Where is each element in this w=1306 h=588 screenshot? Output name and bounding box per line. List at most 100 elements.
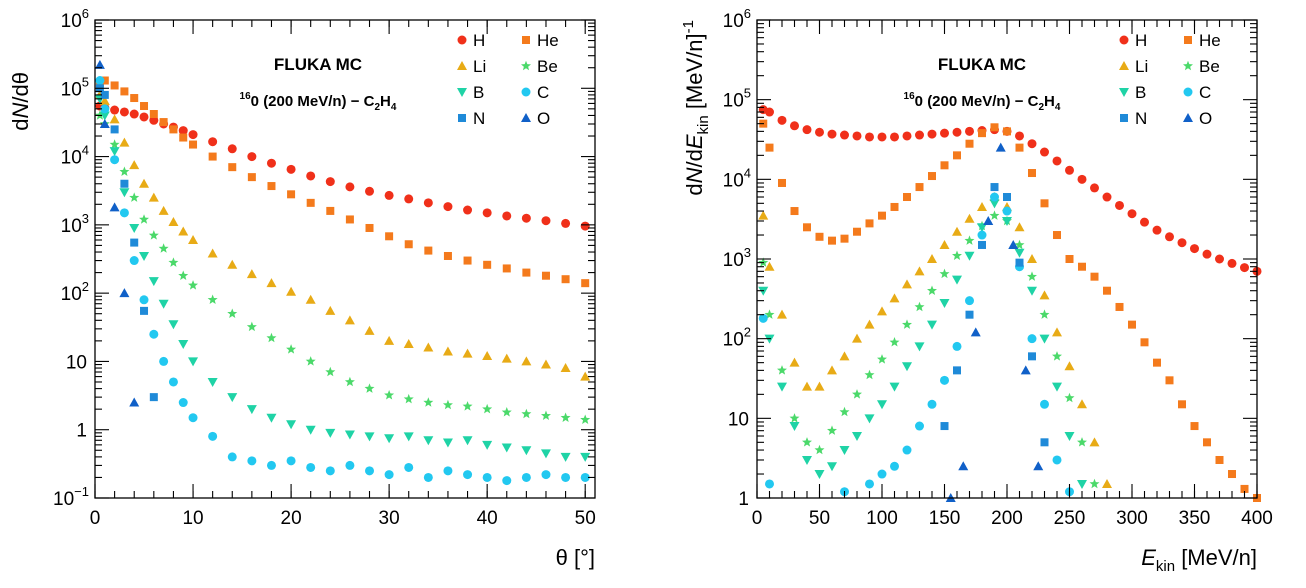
point-Li (129, 160, 140, 170)
point-He (100, 76, 109, 85)
x-tick-label: 30 (379, 508, 400, 529)
point-He (915, 183, 924, 192)
point-N (149, 393, 158, 402)
point-Be (403, 393, 414, 404)
point-Li (99, 96, 110, 106)
point-H (1240, 263, 1249, 273)
point-Li (266, 278, 277, 288)
point-He (287, 190, 296, 199)
point-Li (384, 335, 395, 345)
point-Be (521, 408, 532, 419)
point-H (463, 205, 473, 215)
point-H (852, 131, 862, 141)
point-H (178, 126, 188, 136)
legend-label-N: N (1135, 109, 1147, 128)
point-B (777, 382, 787, 392)
point-Be (1039, 309, 1050, 319)
point-C (765, 479, 774, 489)
point-O (99, 118, 110, 128)
point-B (580, 452, 591, 462)
point-H (482, 208, 492, 218)
point-N (130, 238, 139, 247)
legend-ekin: H He Li Be B C N O (1119, 31, 1221, 128)
point-Be (814, 444, 825, 455)
point-C (159, 356, 169, 366)
point-O (1020, 365, 1031, 375)
legend-label-H: H (1135, 31, 1147, 50)
point-He (404, 240, 413, 249)
point-N (965, 310, 974, 319)
point-H (325, 177, 335, 187)
point-H (1115, 200, 1124, 210)
legend-marker-B (1119, 88, 1129, 97)
point-Li (1039, 290, 1050, 300)
point-H (1052, 156, 1062, 166)
point-N (978, 240, 986, 249)
legend-label-H: H (473, 31, 485, 50)
point-Be (168, 257, 179, 267)
point-B (1077, 479, 1087, 489)
point-He (385, 232, 394, 241)
point-He (803, 223, 811, 232)
point-C (1027, 334, 1037, 344)
point-Li (1027, 254, 1037, 263)
point-He (953, 151, 961, 160)
point-Be (1089, 478, 1100, 489)
legend-marker-O (1183, 113, 1193, 122)
legend-item-O: O (521, 109, 550, 128)
point-H (384, 190, 394, 200)
legend-marker-C (1183, 87, 1193, 97)
legend-item-N: N (458, 109, 485, 128)
point-B (188, 357, 199, 367)
point-Li (1014, 222, 1025, 232)
point-C (521, 472, 531, 482)
point-He (903, 193, 911, 202)
point-Be (1064, 392, 1075, 403)
point-He (1128, 320, 1136, 329)
point-H (1177, 238, 1187, 248)
point-Li (188, 235, 199, 245)
point-C (541, 470, 551, 480)
point-He (878, 211, 886, 220)
point-B (877, 400, 887, 410)
point-He (965, 139, 974, 148)
point-He (463, 256, 472, 265)
point-O (109, 202, 120, 212)
point-C (502, 476, 512, 486)
legend-marker-C (521, 87, 531, 97)
point-B (384, 434, 395, 444)
point-Li (482, 351, 493, 361)
point-Li (902, 279, 912, 289)
point-C (990, 192, 999, 202)
point-Be (789, 413, 800, 423)
point-C (168, 377, 178, 387)
point-H (502, 211, 512, 221)
point-N (1015, 258, 1024, 267)
legend-marker-O (521, 113, 531, 122)
point-H (1152, 225, 1162, 235)
point-Be (207, 294, 218, 305)
point-C (965, 296, 974, 306)
point-H (915, 130, 924, 140)
point-B (814, 470, 825, 480)
point-H (1190, 244, 1199, 254)
point-He (765, 143, 774, 152)
x-tick-label: 150 (929, 508, 961, 529)
x-tick-label: 0 (752, 508, 763, 529)
point-H (765, 107, 774, 117)
y-tick-label: 10 (728, 409, 749, 430)
point-Li (814, 381, 825, 391)
x-tick-label: 300 (1116, 508, 1148, 529)
point-Li (227, 259, 238, 269)
point-B (423, 436, 434, 446)
point-Li (964, 213, 975, 223)
point-Be (119, 166, 130, 176)
y-axis-title-theta: dN/dθ (8, 72, 33, 131)
point-Be (482, 403, 493, 414)
point-O (94, 59, 105, 69)
x-tick-label: 100 (866, 508, 898, 529)
point-H (965, 126, 974, 136)
point-C (940, 375, 949, 385)
point-B (482, 440, 493, 450)
point-B (864, 414, 875, 424)
